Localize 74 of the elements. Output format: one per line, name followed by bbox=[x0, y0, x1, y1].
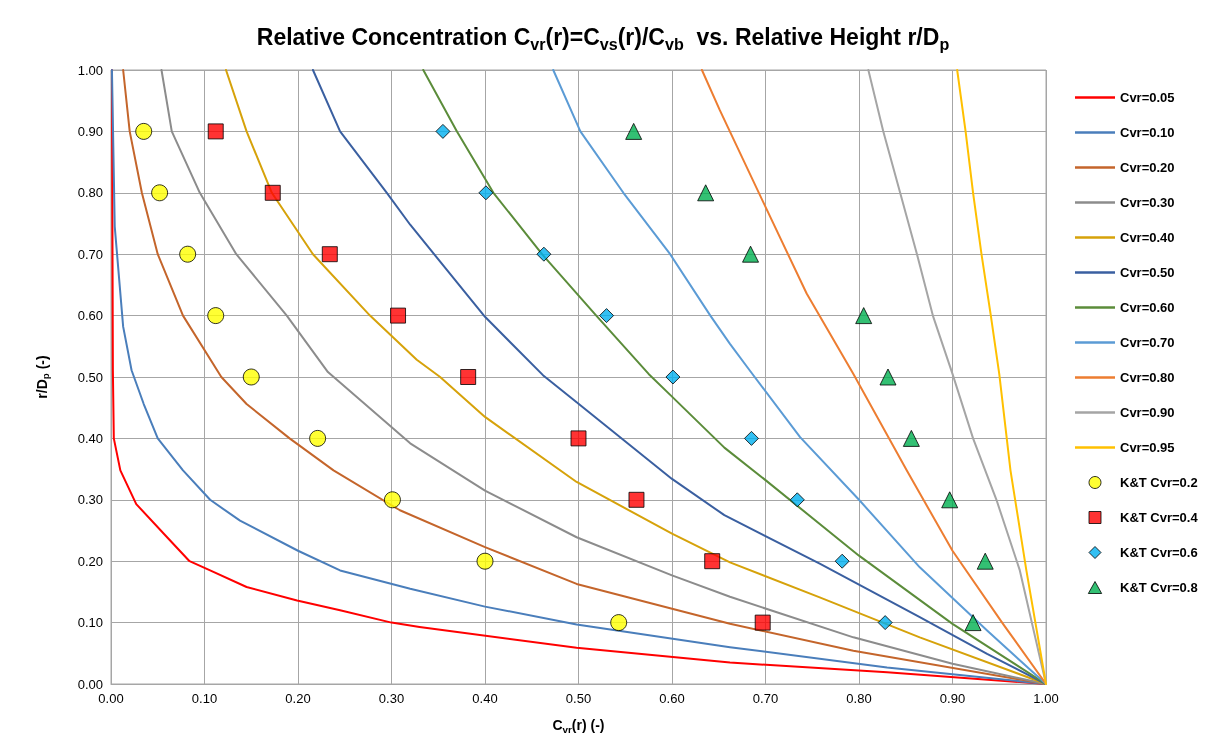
legend-label: Cvr=0.70 bbox=[1120, 335, 1175, 350]
y-tick-label: 0.90 bbox=[77, 123, 103, 139]
x-tick-label: 0.70 bbox=[752, 691, 779, 706]
y-tick-label: 0.10 bbox=[77, 615, 103, 631]
y-tick-label: 0.60 bbox=[77, 308, 103, 324]
y-tick-label: 0.50 bbox=[77, 369, 103, 385]
legend-label: Cvr=0.05 bbox=[1120, 90, 1175, 105]
legend-label: Cvr=0.50 bbox=[1120, 265, 1175, 280]
y-tick-label: 0.40 bbox=[77, 430, 103, 446]
point bbox=[179, 245, 197, 263]
point bbox=[742, 245, 760, 263]
point bbox=[390, 307, 407, 324]
point bbox=[151, 184, 169, 202]
x-tick-label: 0.40 bbox=[472, 691, 498, 706]
point bbox=[321, 246, 338, 263]
point bbox=[754, 614, 771, 631]
legend-label: Cvr=0.80 bbox=[1120, 370, 1175, 385]
legend-label: K&T Cvr=0.6 bbox=[1120, 545, 1198, 560]
legend-label: K&T Cvr=0.4 bbox=[1120, 510, 1199, 525]
point bbox=[628, 491, 645, 508]
y-axis-title: r/Dp (-) bbox=[33, 355, 52, 399]
point bbox=[941, 491, 959, 509]
x-tick-label: 0.60 bbox=[659, 691, 685, 706]
point bbox=[135, 122, 153, 140]
point bbox=[879, 368, 897, 386]
point bbox=[877, 615, 893, 631]
y-tick-label: 0.80 bbox=[77, 185, 103, 201]
point bbox=[570, 430, 587, 447]
point bbox=[964, 614, 982, 632]
y-tick-label: 0.00 bbox=[77, 676, 103, 692]
x-tick-label: 0.90 bbox=[939, 691, 966, 706]
point bbox=[697, 184, 715, 202]
point bbox=[902, 429, 920, 447]
legend-label: Cvr=0.90 bbox=[1120, 405, 1175, 420]
point bbox=[665, 369, 681, 385]
legend-label: Cvr=0.20 bbox=[1120, 160, 1175, 175]
point bbox=[207, 123, 224, 140]
y-tick-label: 0.70 bbox=[77, 246, 103, 262]
x-tick-label: 1.00 bbox=[1033, 691, 1059, 706]
point bbox=[478, 185, 494, 201]
point bbox=[704, 553, 721, 570]
point bbox=[383, 491, 401, 509]
legend-label: K&T Cvr=0.2 bbox=[1120, 475, 1198, 490]
point bbox=[599, 308, 615, 324]
x-tick-label: 0.30 bbox=[378, 691, 405, 706]
point bbox=[976, 552, 994, 570]
point bbox=[743, 430, 759, 446]
legend-label: Cvr=0.60 bbox=[1120, 300, 1175, 315]
point bbox=[625, 122, 643, 140]
point bbox=[460, 369, 477, 385]
point bbox=[789, 492, 805, 508]
x-tick-label: 0.80 bbox=[846, 691, 872, 706]
point bbox=[242, 368, 260, 386]
x-tick-label: 0.10 bbox=[191, 691, 218, 706]
point bbox=[435, 123, 451, 139]
legend-label: Cvr=0.40 bbox=[1120, 230, 1175, 245]
point bbox=[309, 429, 327, 447]
legend-label: Cvr=0.30 bbox=[1120, 195, 1175, 210]
legend-label: K&T Cvr=0.8 bbox=[1120, 580, 1198, 595]
point bbox=[207, 307, 225, 325]
point bbox=[476, 552, 494, 570]
point bbox=[610, 614, 628, 632]
point bbox=[264, 184, 281, 201]
x-tick-label: 0.00 bbox=[98, 691, 124, 706]
point bbox=[855, 307, 873, 325]
x-tick-label: 0.20 bbox=[285, 691, 311, 706]
y-tick-label: 0.30 bbox=[77, 492, 103, 508]
y-tick-label: 1.00 bbox=[77, 62, 103, 78]
point bbox=[834, 553, 850, 569]
x-tick-label: 0.50 bbox=[565, 691, 592, 706]
y-tick-label: 0.20 bbox=[77, 553, 103, 569]
point bbox=[536, 246, 552, 262]
legend-label: Cvr=0.10 bbox=[1120, 125, 1175, 140]
legend-label: Cvr=0.95 bbox=[1120, 440, 1175, 455]
